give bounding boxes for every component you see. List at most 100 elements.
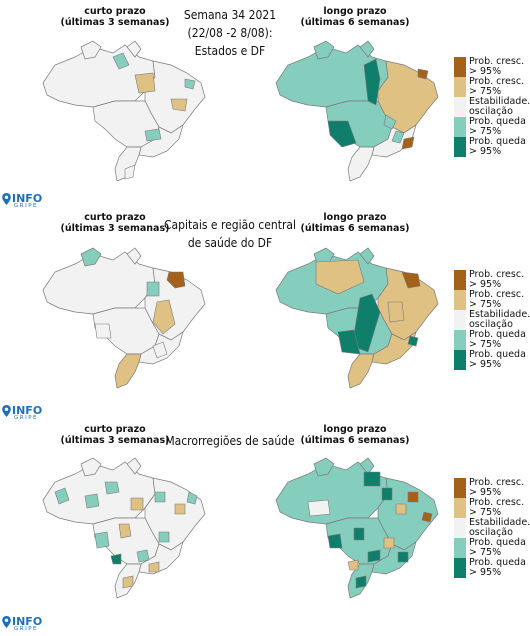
title-line: de saúde do DF	[187, 236, 273, 250]
subregion	[94, 323, 112, 339]
legend-label: Prob. queda > 75%	[469, 537, 526, 558]
map-capitais-longo	[268, 242, 443, 392]
subregion	[401, 271, 421, 289]
legend-item-estab: Estabilidade./ oscilação	[454, 518, 530, 538]
subregion	[158, 531, 170, 543]
location-pin-icon	[2, 405, 11, 417]
region-amapa	[359, 40, 375, 58]
subregion	[337, 329, 361, 355]
brazil-map	[275, 40, 439, 182]
title-line: Semana 34 2021	[183, 8, 277, 22]
legend-label: Prob. cresc. > 95%	[469, 477, 525, 498]
legend-item-cresc95: Prob. cresc. > 95%	[454, 57, 530, 77]
legend-swatch	[454, 290, 466, 310]
legend-label: Prob. cresc. > 75%	[469, 76, 525, 97]
title-line: (22/08 -2 8/08):	[187, 26, 273, 40]
region-amapa	[359, 247, 375, 265]
subregion	[118, 523, 132, 539]
infogripe-logo-s1: INFO GRIPE	[2, 192, 42, 210]
legend-label: Prob. queda > 95%	[469, 349, 526, 370]
region-amapa	[126, 457, 142, 475]
subregion	[397, 551, 409, 563]
legend-swatch	[454, 97, 466, 117]
subregion	[144, 128, 162, 142]
section-title-estados: Semana 34 2021 (22/08 -2 8/08): Estados …	[170, 6, 290, 60]
caption-s2-long: longo prazo (últimas 6 semanas)	[290, 212, 420, 234]
legend-label: Prob. queda > 95%	[469, 136, 526, 157]
subregion	[122, 575, 134, 589]
legend-item-queda95: Prob. queda > 95%	[454, 558, 530, 578]
logo-brand: INFO	[12, 404, 43, 417]
infogripe-logo-s2: INFO GRIPE	[2, 404, 42, 422]
subregion	[355, 575, 367, 589]
legend-swatch	[454, 498, 466, 518]
legend-swatch	[454, 77, 466, 97]
subregion	[381, 487, 393, 501]
legend-item-estab: Estabilidade./ oscilação	[454, 97, 530, 117]
region-roraima	[80, 247, 102, 267]
legend-swatch	[454, 330, 466, 350]
subregion	[104, 481, 120, 495]
map-estados-curto	[35, 35, 210, 185]
legend-swatch	[454, 57, 466, 77]
subregion	[184, 78, 196, 90]
subregion	[315, 259, 365, 295]
brazil-map	[275, 247, 439, 389]
title-line: Macrorregiões de saúde	[165, 434, 295, 448]
legend-item-queda75: Prob. queda > 75%	[454, 538, 530, 558]
region-north	[42, 251, 156, 315]
section-title-capitais: Capitais e região central de saúde do DF	[160, 216, 300, 252]
caption-line: longo prazo	[323, 424, 387, 435]
caption-s1-long: longo prazo (últimas 6 semanas)	[290, 6, 420, 28]
subregion	[307, 499, 331, 517]
legend-label: Estabilidade./ oscilação	[469, 96, 530, 117]
caption-line: (últimas 6 semanas)	[300, 17, 410, 28]
subregion	[84, 493, 100, 509]
caption-line: (últimas 3 semanas)	[60, 435, 170, 446]
caption-line: curto prazo	[84, 424, 146, 435]
legend-item-cresc75: Prob. cresc. > 75%	[454, 290, 530, 310]
legend-item-cresc75: Prob. cresc. > 75%	[454, 77, 530, 97]
caption-line: (últimas 3 semanas)	[60, 17, 170, 28]
title-line: Estados e DF	[194, 44, 266, 58]
subregion	[54, 487, 70, 505]
map-macro-longo	[268, 452, 443, 602]
location-pin-icon	[2, 193, 11, 205]
legend-swatch	[454, 117, 466, 137]
caption-s1-short: curto prazo (últimas 3 semanas)	[50, 6, 180, 28]
legend-item-cresc75: Prob. cresc. > 75%	[454, 498, 530, 518]
legend-label: Prob. queda > 75%	[469, 116, 526, 137]
legend-label: Prob. queda > 95%	[469, 557, 526, 578]
subregion	[134, 72, 156, 94]
legend-swatch	[454, 270, 466, 290]
subregion	[421, 511, 433, 523]
subregion	[383, 114, 397, 130]
region-south	[114, 353, 142, 389]
region-south	[347, 146, 375, 182]
title-line: Capitais e região central	[163, 218, 296, 232]
region-roraima	[313, 40, 335, 60]
subregion	[136, 549, 150, 563]
logo-brand: INFO	[12, 615, 43, 628]
legend-label: Prob. cresc. > 95%	[469, 269, 525, 290]
subregion	[383, 537, 395, 549]
caption-line: longo prazo	[323, 6, 387, 17]
subregion	[154, 491, 166, 503]
subregion	[146, 281, 160, 297]
subregion	[112, 52, 130, 70]
caption-line: longo prazo	[323, 212, 387, 223]
region-southeast	[371, 541, 417, 575]
subregion	[363, 58, 381, 106]
legend-label: Prob. queda > 75%	[469, 329, 526, 350]
subregion	[395, 503, 407, 515]
logo-brand: INFO	[12, 192, 43, 205]
subregion	[94, 531, 110, 549]
subregion	[401, 136, 415, 150]
caption-s2-short: curto prazo (últimas 3 semanas)	[50, 212, 180, 234]
subregion	[174, 503, 186, 515]
legend-item-queda75: Prob. queda > 75%	[454, 330, 530, 350]
legend-swatch	[454, 538, 466, 558]
subregion	[327, 120, 357, 148]
region-south	[347, 353, 375, 389]
subregion	[124, 164, 136, 180]
